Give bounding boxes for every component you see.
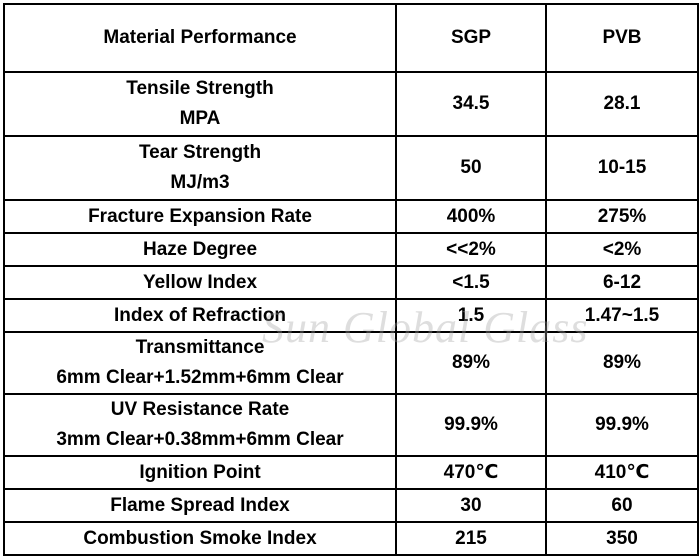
row-label-line: UV Resistance Rate <box>110 399 290 420</box>
row-label: Transmittance 6mm Clear+1.52mm+6mm Clear <box>3 331 397 395</box>
pvb-value: 275% <box>545 199 699 234</box>
row-label-line: 3mm Clear+0.38mm+6mm Clear <box>56 429 344 450</box>
row-label: Ignition Point <box>3 455 397 490</box>
pvb-value: 60 <box>545 488 699 523</box>
row-label-line: MJ/m3 <box>170 172 230 193</box>
sgp-value: 30 <box>395 488 547 523</box>
header-material-performance: Material Performance <box>3 3 397 73</box>
row-label-line: Tear Strength <box>138 142 262 163</box>
table-row: Combustion Smoke Index 215 350 <box>3 521 699 556</box>
sgp-value: 1.5 <box>395 298 547 333</box>
row-label-line: Tensile Strength <box>126 78 274 99</box>
table-row: Yellow Index <1.5 6-12 <box>3 265 699 300</box>
table-row: Tear Strength MJ/m3 50 10-15 <box>3 135 699 201</box>
row-label: Fracture Expansion Rate <box>3 199 397 234</box>
table-row: Flame Spread Index 30 60 <box>3 488 699 523</box>
table-row: Fracture Expansion Rate 400% 275% <box>3 199 699 234</box>
pvb-value: 350 <box>545 521 699 556</box>
pvb-value: 6-12 <box>545 265 699 300</box>
header-pvb: PVB <box>545 3 699 73</box>
sgp-value: 89% <box>395 331 547 395</box>
row-label-line: 6mm Clear+1.52mm+6mm Clear <box>56 367 344 388</box>
pvb-value: 99.9% <box>545 393 699 457</box>
row-label: Yellow Index <box>3 265 397 300</box>
table-row: Ignition Point 470℃ 410℃ <box>3 455 699 490</box>
row-label: Index of Refraction <box>3 298 397 333</box>
sgp-value: 400% <box>395 199 547 234</box>
row-label: Combustion Smoke Index <box>3 521 397 556</box>
row-label: Tensile Strength MPA <box>3 71 397 137</box>
row-label: Tear Strength MJ/m3 <box>3 135 397 201</box>
table-row: Tensile Strength MPA 34.5 28.1 <box>3 71 699 137</box>
sgp-value: <1.5 <box>395 265 547 300</box>
pvb-value: 1.47~1.5 <box>545 298 699 333</box>
table-row: Haze Degree <<2% <2% <box>3 232 699 267</box>
row-label-line: Transmittance <box>135 337 265 358</box>
table-header-row: Material Performance SGP PVB <box>3 3 699 73</box>
table-row: Transmittance 6mm Clear+1.52mm+6mm Clear… <box>3 331 699 395</box>
row-label-line: MPA <box>179 108 221 129</box>
sgp-value: 470℃ <box>395 455 547 490</box>
header-sgp: SGP <box>395 3 547 73</box>
pvb-value: 89% <box>545 331 699 395</box>
sgp-value: 215 <box>395 521 547 556</box>
pvb-value: 10-15 <box>545 135 699 201</box>
row-label: Haze Degree <box>3 232 397 267</box>
sgp-value: <<2% <box>395 232 547 267</box>
pvb-value: <2% <box>545 232 699 267</box>
sgp-value: 99.9% <box>395 393 547 457</box>
row-label: Flame Spread Index <box>3 488 397 523</box>
table-row: Index of Refraction 1.5 1.47~1.5 <box>3 298 699 333</box>
material-comparison-table: Material Performance SGP PVB Tensile Str… <box>3 3 699 556</box>
sgp-value: 34.5 <box>395 71 547 137</box>
sgp-value: 50 <box>395 135 547 201</box>
material-comparison-table-container: Material Performance SGP PVB Tensile Str… <box>3 3 699 556</box>
pvb-value: 28.1 <box>545 71 699 137</box>
pvb-value: 410℃ <box>545 455 699 490</box>
table-row: UV Resistance Rate 3mm Clear+0.38mm+6mm … <box>3 393 699 457</box>
row-label: UV Resistance Rate 3mm Clear+0.38mm+6mm … <box>3 393 397 457</box>
